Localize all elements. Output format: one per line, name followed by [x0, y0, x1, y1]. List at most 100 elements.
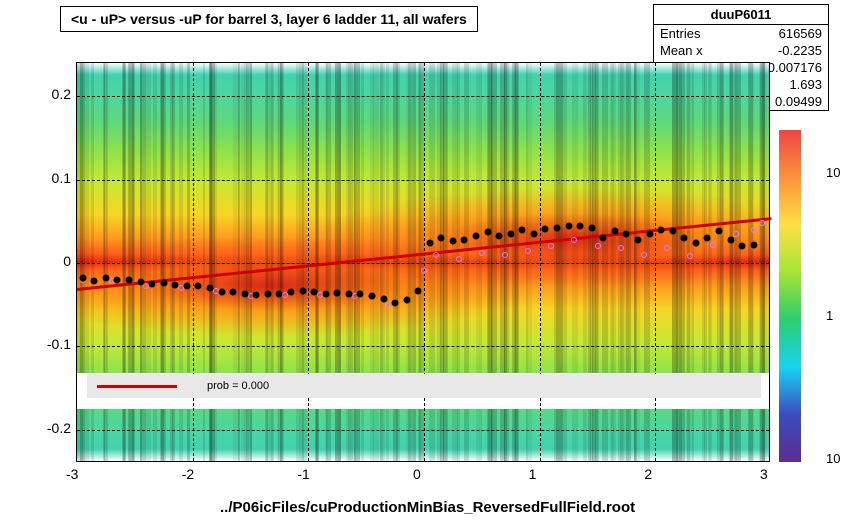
- colorbar: [779, 130, 801, 462]
- legend-box: prob = 0.000: [87, 374, 761, 398]
- x-tick-label: -1: [297, 466, 309, 482]
- profile-marker-secondary: [759, 220, 765, 226]
- chart-title: <u - uP> versus -uP for barrel 3, layer …: [71, 11, 467, 27]
- profile-marker-main: [195, 283, 202, 290]
- profile-marker-secondary: [421, 268, 427, 274]
- profile-marker-main: [634, 236, 641, 243]
- profile-marker-main: [102, 275, 109, 282]
- profile-marker-main: [299, 288, 306, 295]
- profile-marker-main: [600, 235, 607, 242]
- profile-marker-main: [334, 290, 341, 297]
- stats-row-meanx: Mean x -0.2235: [654, 42, 828, 59]
- profile-marker-main: [403, 296, 410, 303]
- stats-label: Mean x: [660, 43, 703, 58]
- x-tick-label: 3: [760, 466, 768, 482]
- profile-marker-main: [287, 289, 294, 296]
- stats-value: 0.09499: [775, 94, 822, 109]
- plot-area: prob = 0.000: [76, 62, 770, 462]
- profile-marker-secondary: [687, 253, 693, 259]
- profile-marker-main: [588, 225, 595, 232]
- profile-marker-main: [565, 222, 572, 229]
- profile-marker-secondary: [618, 245, 624, 251]
- gridline-horizontal: [77, 96, 769, 97]
- colorbar-tick-label: 10: [826, 165, 840, 180]
- profile-marker-main: [322, 290, 329, 297]
- stats-value: -0.2235: [778, 43, 822, 58]
- profile-marker-main: [415, 287, 422, 294]
- profile-marker-main: [126, 276, 133, 283]
- profile-marker-main: [530, 230, 537, 237]
- profile-marker-secondary: [571, 237, 577, 243]
- profile-marker-main: [461, 236, 468, 243]
- profile-marker-secondary: [664, 245, 670, 251]
- y-tick-label: -0.1: [11, 336, 71, 352]
- chart-title-box: <u - uP> versus -uP for barrel 3, layer …: [60, 6, 478, 32]
- colorbar-tick-label: 1: [826, 308, 833, 323]
- profile-marker-main: [611, 228, 618, 235]
- x-tick-label: 2: [644, 466, 652, 482]
- profile-marker-main: [438, 235, 445, 242]
- profile-marker-secondary: [641, 252, 647, 258]
- gridline-horizontal: [77, 430, 769, 431]
- profile-marker-main: [230, 289, 237, 296]
- profile-marker-secondary: [433, 252, 439, 258]
- profile-marker-main: [519, 226, 526, 233]
- y-tick-label: 0.1: [11, 170, 71, 186]
- profile-marker-main: [253, 291, 260, 298]
- x-tick-label: 0: [413, 466, 421, 482]
- profile-marker-main: [496, 233, 503, 240]
- profile-marker-main: [750, 241, 757, 248]
- profile-marker-secondary: [710, 242, 716, 248]
- profile-marker-main: [692, 240, 699, 247]
- profile-marker-main: [739, 243, 746, 250]
- footer-filepath: ../P06icFiles/cuProductionMinBias_Revers…: [220, 499, 635, 516]
- profile-marker-main: [207, 285, 214, 292]
- x-tick-label: 1: [529, 466, 537, 482]
- stats-title: duuP6011: [654, 5, 828, 25]
- profile-marker-secondary: [525, 248, 531, 254]
- x-tick-label: -2: [182, 466, 194, 482]
- profile-marker-main: [577, 222, 584, 229]
- profile-marker-main: [264, 290, 271, 297]
- profile-marker-main: [473, 232, 480, 239]
- profile-marker-main: [392, 300, 399, 307]
- gridline-vertical: [424, 63, 425, 461]
- legend-text: prob = 0.000: [207, 380, 269, 392]
- stats-value: 616569: [779, 26, 822, 41]
- y-tick-label: 0: [11, 253, 71, 269]
- colorbar-tick-label: 10: [826, 451, 840, 466]
- profile-marker-secondary: [595, 243, 601, 249]
- profile-marker-secondary: [479, 250, 485, 256]
- profile-marker-secondary: [733, 231, 739, 237]
- profile-marker-main: [484, 229, 491, 236]
- stats-value: 1.693: [789, 77, 822, 92]
- gridline-vertical: [540, 63, 541, 461]
- profile-marker-main: [646, 230, 653, 237]
- gridline-horizontal: [77, 263, 769, 264]
- profile-marker-main: [345, 290, 352, 297]
- profile-marker-main: [727, 236, 734, 243]
- legend-line-sample: [97, 385, 177, 388]
- profile-marker-main: [658, 226, 665, 233]
- profile-marker-main: [91, 278, 98, 285]
- y-tick-label: -0.2: [11, 420, 71, 436]
- profile-marker-main: [507, 230, 514, 237]
- profile-marker-secondary: [548, 243, 554, 249]
- profile-marker-secondary: [456, 256, 462, 262]
- profile-marker-main: [380, 295, 387, 302]
- profile-marker-main: [669, 228, 676, 235]
- profile-marker-main: [149, 280, 156, 287]
- stats-label: Entries: [660, 26, 700, 41]
- profile-marker-main: [137, 279, 144, 286]
- profile-marker-main: [426, 240, 433, 247]
- profile-marker-main: [704, 235, 711, 242]
- profile-marker-main: [681, 235, 688, 242]
- profile-marker-main: [715, 228, 722, 235]
- gridline-horizontal: [77, 346, 769, 347]
- profile-marker-main: [172, 281, 179, 288]
- profile-marker-main: [79, 275, 86, 282]
- profile-marker-main: [554, 225, 561, 232]
- profile-marker-main: [183, 283, 190, 290]
- x-tick-label: -3: [66, 466, 78, 482]
- profile-marker-main: [160, 280, 167, 287]
